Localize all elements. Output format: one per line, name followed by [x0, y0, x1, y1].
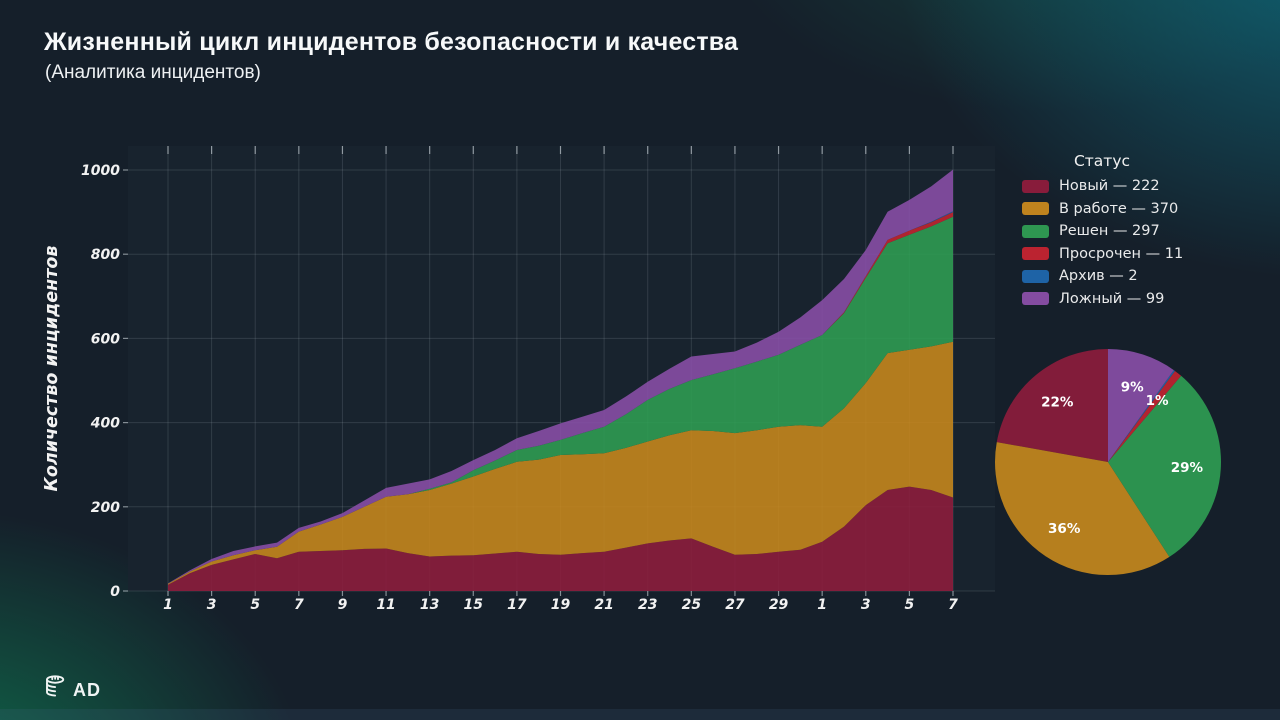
x-tick-label: 15 [464, 597, 484, 613]
legend-label-resolved: Решен — 297 [1059, 223, 1160, 239]
y-axis-title: Количество инцидентов [42, 246, 62, 492]
logo-text: AD [73, 679, 101, 700]
page-subtitle: (Аналитика инцидентов) [45, 62, 261, 83]
pie-label-resolved: 29% [1171, 460, 1204, 476]
legend-label-overdue: Просрочен — 11 [1059, 245, 1184, 262]
pie-slice-overdue [1108, 370, 1182, 462]
legend: Статус Новый — 222 В работе — 370 Решен — … [1022, 152, 1202, 314]
legend-swatch-archive [1022, 269, 1049, 283]
logo: AD [42, 672, 101, 702]
x-tick-label: 13 [420, 597, 439, 613]
legend-item-false: Ложный — 99 [1022, 290, 1202, 307]
legend-item-archive: Архив — 2 [1022, 268, 1202, 284]
x-tick-label: 19 [551, 597, 571, 613]
legend-label-in-progress: В работе — 370 [1059, 200, 1179, 217]
pie-slice-new [996, 349, 1108, 462]
x-tick-label: 21 [594, 597, 613, 613]
x-tick-label: 11 [376, 597, 395, 613]
pie-slice-false [1108, 349, 1174, 462]
x-tick-label: 25 [682, 597, 702, 613]
page-title: Жизненный цикл инцидентов безопасности и… [44, 28, 739, 56]
pie-slice-in-progress [994, 442, 1170, 576]
y-tick-label: 800 [91, 247, 120, 263]
x-tick-label: 5 [250, 597, 260, 613]
x-tick-label: 3 [861, 597, 871, 613]
database-icon [46, 675, 65, 697]
legend-swatch-new [1022, 179, 1049, 193]
legend-item-new: Новый — 222 [1022, 178, 1202, 194]
y-tick-label: 600 [91, 331, 120, 347]
pie-slice-resolved [1108, 375, 1222, 557]
x-tick-label: 7 [948, 597, 958, 613]
x-tick-label: 23 [638, 597, 657, 613]
area-series-new [168, 486, 953, 591]
pie-label-in-progress: 36% [1048, 521, 1081, 537]
x-tick-label: 9 [338, 597, 348, 613]
x-tick-label: 1 [163, 597, 173, 613]
x-tick-label: 1 [817, 597, 827, 613]
y-tick-label: 1000 [81, 163, 120, 179]
y-tick-label: 400 [90, 416, 120, 432]
x-tick-label: 7 [294, 597, 304, 613]
legend-label-archive: Архив — 2 [1059, 268, 1138, 284]
legend-swatch-resolved [1022, 224, 1049, 238]
pie-label-new: 22% [1041, 394, 1074, 410]
y-tick-label: 200 [91, 500, 120, 516]
pie-label-false: 9% [1121, 380, 1144, 396]
legend-item-overdue: Просрочен — 11 [1022, 245, 1202, 262]
legend-items: Новый — 222 В работе — 370 Решен — 297 Прос… [1022, 178, 1202, 307]
legend-swatch-overdue [1022, 247, 1049, 260]
x-tick-label: 3 [207, 597, 217, 613]
area-series-in-progress [168, 341, 953, 585]
legend-label-new: Новый — 222 [1059, 178, 1160, 194]
footer-bar [0, 709, 1280, 720]
legend-label-false: Ложный — 99 [1059, 290, 1165, 307]
pie-slice-archive [1108, 370, 1175, 462]
x-tick-label: 29 [769, 597, 789, 613]
pie-label-overdue: 1% [1146, 393, 1169, 409]
legend-swatch-in-progress [1022, 202, 1049, 215]
x-tick-label: 27 [725, 597, 745, 613]
y-tick-label: 0 [110, 584, 120, 600]
legend-item-in-progress: В работе — 370 [1022, 200, 1202, 217]
legend-item-resolved: Решен — 297 [1022, 223, 1202, 239]
x-tick-label: 17 [507, 597, 527, 613]
legend-title: Статус [1073, 152, 1131, 170]
area-series-resolved [168, 216, 953, 584]
legend-swatch-false [1022, 292, 1049, 305]
x-tick-label: 5 [905, 597, 915, 613]
